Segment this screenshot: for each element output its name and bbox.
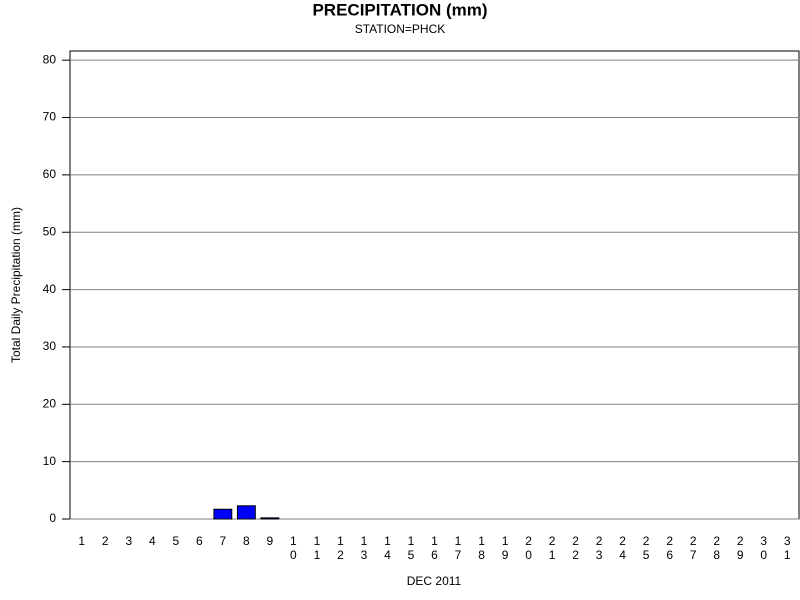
- y-axis-label: Total Daily Precipitation (mm): [9, 207, 23, 363]
- x-tick-label: 9: [267, 534, 274, 548]
- x-axis-label: DEC 2011: [407, 574, 462, 588]
- x-tick-label: 4: [149, 534, 156, 548]
- y-tick-label: 80: [43, 52, 57, 66]
- y-tick-label: 40: [43, 282, 57, 296]
- chart-title: PRECIPITATION (mm): [312, 0, 487, 19]
- bar: [213, 508, 233, 520]
- x-tick-label: 1: [78, 534, 85, 548]
- x-tick-label: 8: [243, 534, 250, 548]
- y-tick-label: 50: [43, 224, 57, 238]
- y-tick-label: 0: [49, 511, 56, 525]
- bar: [260, 517, 280, 520]
- y-tick-label: 60: [43, 167, 57, 181]
- y-tick-label: 10: [43, 454, 57, 468]
- x-tick-label: 5: [172, 534, 179, 548]
- x-tick-label: 7: [220, 534, 227, 548]
- y-tick-label: 70: [43, 110, 57, 124]
- x-tick-label: 3: [125, 534, 132, 548]
- x-tick-label: 6: [196, 534, 203, 548]
- y-tick-label: 30: [43, 339, 57, 353]
- chart-subtitle: STATION=PHCK: [355, 22, 446, 36]
- y-tick-label: 20: [43, 396, 57, 410]
- x-tick-label: 2: [102, 534, 109, 548]
- bar: [236, 505, 256, 520]
- plot-frame: [69, 50, 800, 520]
